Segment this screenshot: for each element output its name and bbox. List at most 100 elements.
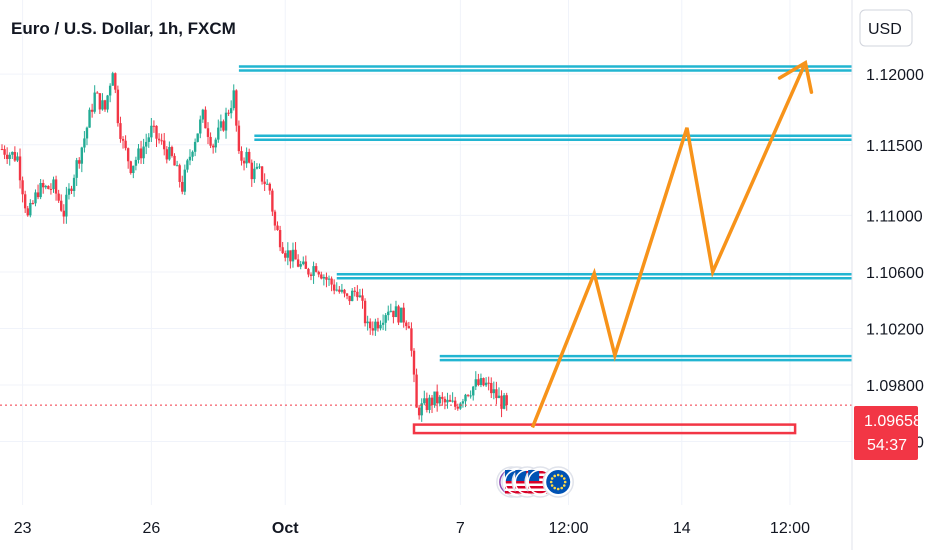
candle-body bbox=[276, 225, 279, 231]
candle-body bbox=[425, 398, 429, 410]
projection-path[interactable] bbox=[530, 60, 814, 429]
candle-body bbox=[464, 394, 467, 402]
candle-body bbox=[23, 194, 27, 209]
candle-body bbox=[389, 310, 393, 312]
candle-body bbox=[245, 151, 248, 164]
candle-body bbox=[304, 261, 308, 269]
candle-body bbox=[60, 200, 63, 211]
candle-body bbox=[227, 112, 230, 114]
candle-body bbox=[320, 274, 323, 279]
candle-body bbox=[147, 137, 150, 142]
candle-body bbox=[379, 324, 382, 329]
candle-body bbox=[356, 291, 359, 298]
candle-body bbox=[402, 307, 405, 323]
candle-body bbox=[407, 326, 411, 329]
candle-body bbox=[126, 148, 130, 162]
projection-zigzag[interactable] bbox=[530, 62, 807, 429]
candle-body bbox=[433, 391, 436, 406]
candle-body bbox=[108, 85, 112, 96]
candle-body bbox=[49, 188, 53, 190]
candle-body bbox=[438, 396, 441, 404]
eu-flag-icon[interactable] bbox=[542, 466, 574, 498]
candle-body bbox=[441, 396, 444, 399]
candle-body bbox=[34, 192, 37, 204]
candle-body bbox=[96, 92, 99, 94]
candle-body bbox=[299, 264, 302, 267]
candle-body bbox=[495, 389, 498, 399]
candle-body bbox=[358, 295, 362, 298]
candle-body bbox=[423, 398, 426, 404]
candle-body bbox=[21, 180, 24, 195]
candle-body bbox=[420, 403, 423, 416]
candle-body bbox=[139, 148, 143, 159]
candle-body bbox=[72, 177, 76, 191]
candle-body bbox=[134, 159, 138, 166]
candle-body bbox=[88, 109, 91, 128]
candle-body bbox=[0, 149, 4, 150]
candle-body bbox=[443, 398, 447, 403]
price-axis[interactable]: 1.12000 1.11500 1.11000 1.10600 1.10200 1.098… bbox=[851, 0, 924, 550]
candle-body bbox=[492, 389, 496, 394]
candle-body bbox=[490, 382, 493, 394]
candle-body bbox=[479, 378, 483, 386]
candle-body bbox=[219, 121, 223, 128]
x-tick-label: 12:00 bbox=[548, 520, 588, 537]
support-zone[interactable] bbox=[412, 423, 797, 435]
candle-body bbox=[417, 407, 421, 416]
candle-body bbox=[435, 391, 439, 404]
candle-body bbox=[8, 154, 11, 159]
candle-body bbox=[173, 155, 176, 166]
candle-body bbox=[101, 100, 104, 110]
candle-body bbox=[65, 194, 68, 217]
candle-body bbox=[217, 127, 220, 140]
candle-body bbox=[250, 162, 253, 180]
y-tick-label: 1.12000 bbox=[866, 67, 924, 84]
currency-box[interactable] bbox=[859, 9, 913, 47]
horizontal-levels[interactable] bbox=[238, 65, 852, 362]
candle-body bbox=[211, 145, 215, 148]
chart-title: Euro / U.S. Dollar, 1h, FXCM bbox=[11, 19, 236, 38]
candle-body bbox=[260, 166, 264, 182]
projection-arrowhead bbox=[777, 60, 814, 94]
candle-body bbox=[271, 190, 274, 212]
candle-body bbox=[170, 147, 174, 156]
candle-body bbox=[83, 138, 86, 148]
candle-body bbox=[183, 169, 187, 192]
x-tick-label: 14 bbox=[673, 520, 691, 537]
candle-body bbox=[16, 156, 19, 161]
candle-body bbox=[142, 146, 145, 159]
support-zone-rect[interactable] bbox=[412, 423, 797, 435]
candle-body bbox=[415, 374, 418, 408]
y-tick-label: 1.09800 bbox=[866, 378, 924, 395]
candle-body bbox=[371, 328, 374, 331]
candle-body bbox=[152, 125, 156, 127]
candle-body bbox=[255, 166, 259, 169]
candle-body bbox=[137, 148, 140, 160]
candle-body bbox=[332, 284, 336, 291]
candle-body bbox=[80, 147, 84, 164]
candle-body bbox=[327, 278, 331, 280]
time-axis[interactable]: 23 26 Oct 7 12:00 14 12:00 bbox=[14, 520, 810, 537]
candle-body bbox=[31, 202, 35, 204]
candle-body bbox=[67, 188, 71, 195]
candle-body bbox=[307, 268, 310, 275]
candle-body bbox=[469, 395, 472, 397]
candle-body bbox=[302, 261, 305, 265]
candle-body bbox=[78, 160, 81, 164]
countdown-value: 54:37 bbox=[867, 437, 907, 454]
candle-body bbox=[258, 166, 261, 168]
candle-body bbox=[90, 109, 94, 112]
candle-body bbox=[338, 289, 341, 292]
candle-body bbox=[312, 266, 315, 276]
candle-body bbox=[474, 379, 477, 387]
candle-body bbox=[451, 400, 454, 402]
candle-body bbox=[150, 125, 153, 138]
candle-body bbox=[273, 211, 277, 226]
economic-events[interactable] bbox=[496, 466, 574, 498]
candle-body bbox=[206, 128, 210, 137]
candle-body bbox=[366, 321, 369, 324]
candle-body bbox=[472, 386, 475, 396]
candle-body bbox=[224, 112, 228, 131]
candle-body bbox=[242, 160, 246, 164]
